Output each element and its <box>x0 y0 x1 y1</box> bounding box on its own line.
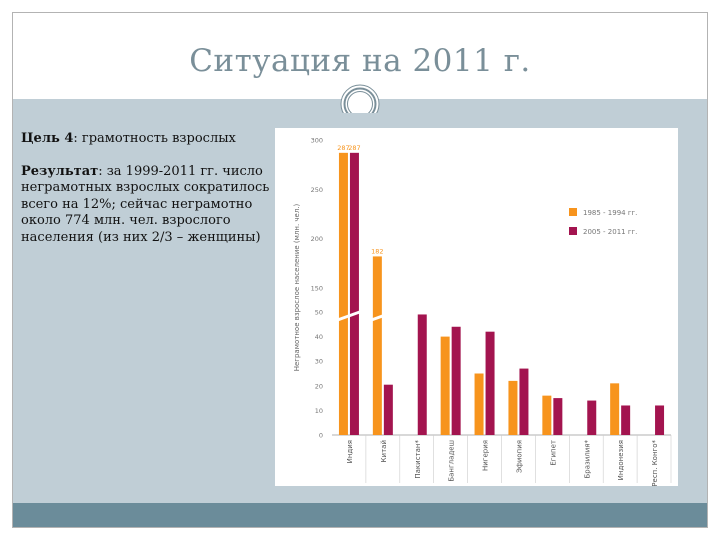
bar-2005-2011 <box>486 332 495 435</box>
bar-1985-1994 <box>373 256 382 435</box>
category-label: Дем. Респ. Конго* <box>651 440 659 486</box>
category-label: Индия <box>346 440 354 463</box>
bar-1985-1994 <box>542 396 551 435</box>
category-label: Эфиопия <box>515 440 523 473</box>
bar-1985-1994 <box>508 381 517 435</box>
y-tick-label: 300 <box>311 137 323 145</box>
bar-2005-2011 <box>655 405 664 435</box>
y-tick-label: 150 <box>311 285 323 293</box>
legend-label: 2005 - 2011 гг. <box>583 228 637 236</box>
y-tick-label: 250 <box>311 186 323 194</box>
bar-2005-2011 <box>418 314 427 435</box>
category-label: Пакистан* <box>414 440 422 479</box>
bar-1985-1994 <box>441 337 450 435</box>
bar-2005-2011 <box>519 369 528 435</box>
bar-1985-1994 <box>339 153 348 435</box>
bar-2005-2011 <box>384 385 393 435</box>
legend-swatch <box>569 227 577 235</box>
slide-title: Ситуация на 2011 г. <box>13 43 707 79</box>
y-tick-label: 10 <box>315 407 323 415</box>
category-label: Индонезия <box>617 440 625 480</box>
y-tick-label: 200 <box>311 235 323 243</box>
y-tick-label: 0 <box>319 432 323 440</box>
bar-chart: Неграмотное взрослое население (млн. чел… <box>275 128 678 486</box>
bar-2005-2011 <box>553 398 562 435</box>
bar-1985-1994 <box>610 383 619 435</box>
category-label: Бангладеш <box>448 440 456 482</box>
goal-text: : грамотность взрослых <box>73 131 235 146</box>
legend-swatch <box>569 208 577 216</box>
bar-2005-2011 <box>587 401 596 435</box>
slide-text: Цель 4: грамотность взрослых Результат: … <box>21 131 271 262</box>
goal-label: Цель 4 <box>21 131 73 146</box>
bar-2005-2011 <box>350 153 359 435</box>
bar-1985-1994 <box>475 374 484 436</box>
goal-paragraph: Цель 4: грамотность взрослых <box>21 131 271 148</box>
axis-break-mark <box>331 309 367 322</box>
bar-2005-2011 <box>621 405 630 435</box>
category-label: Китай <box>380 440 388 462</box>
data-label: 182 <box>371 247 383 255</box>
category-label: Египет <box>549 440 557 466</box>
y-tick-label: 30 <box>315 358 323 366</box>
bar-chart-svg: Неграмотное взрослое население (млн. чел… <box>275 128 678 486</box>
y-tick-label: 50 <box>315 309 323 317</box>
y-axis-label: Неграмотное взрослое население (млн. чел… <box>293 203 301 371</box>
result-label: Результат <box>21 164 98 179</box>
result-paragraph: Результат: за 1999-2011 гг. число неграм… <box>21 164 271 247</box>
data-label: 287 <box>348 144 360 152</box>
bar-2005-2011 <box>452 327 461 435</box>
category-label: Бразилия* <box>583 440 591 479</box>
axis-break-mark <box>365 309 401 322</box>
slide-footer <box>13 503 707 527</box>
y-tick-label: 40 <box>315 333 323 341</box>
legend-label: 1985 - 1994 гг. <box>583 209 637 217</box>
category-label: Нигерия <box>482 440 490 471</box>
y-tick-label: 20 <box>315 382 323 390</box>
